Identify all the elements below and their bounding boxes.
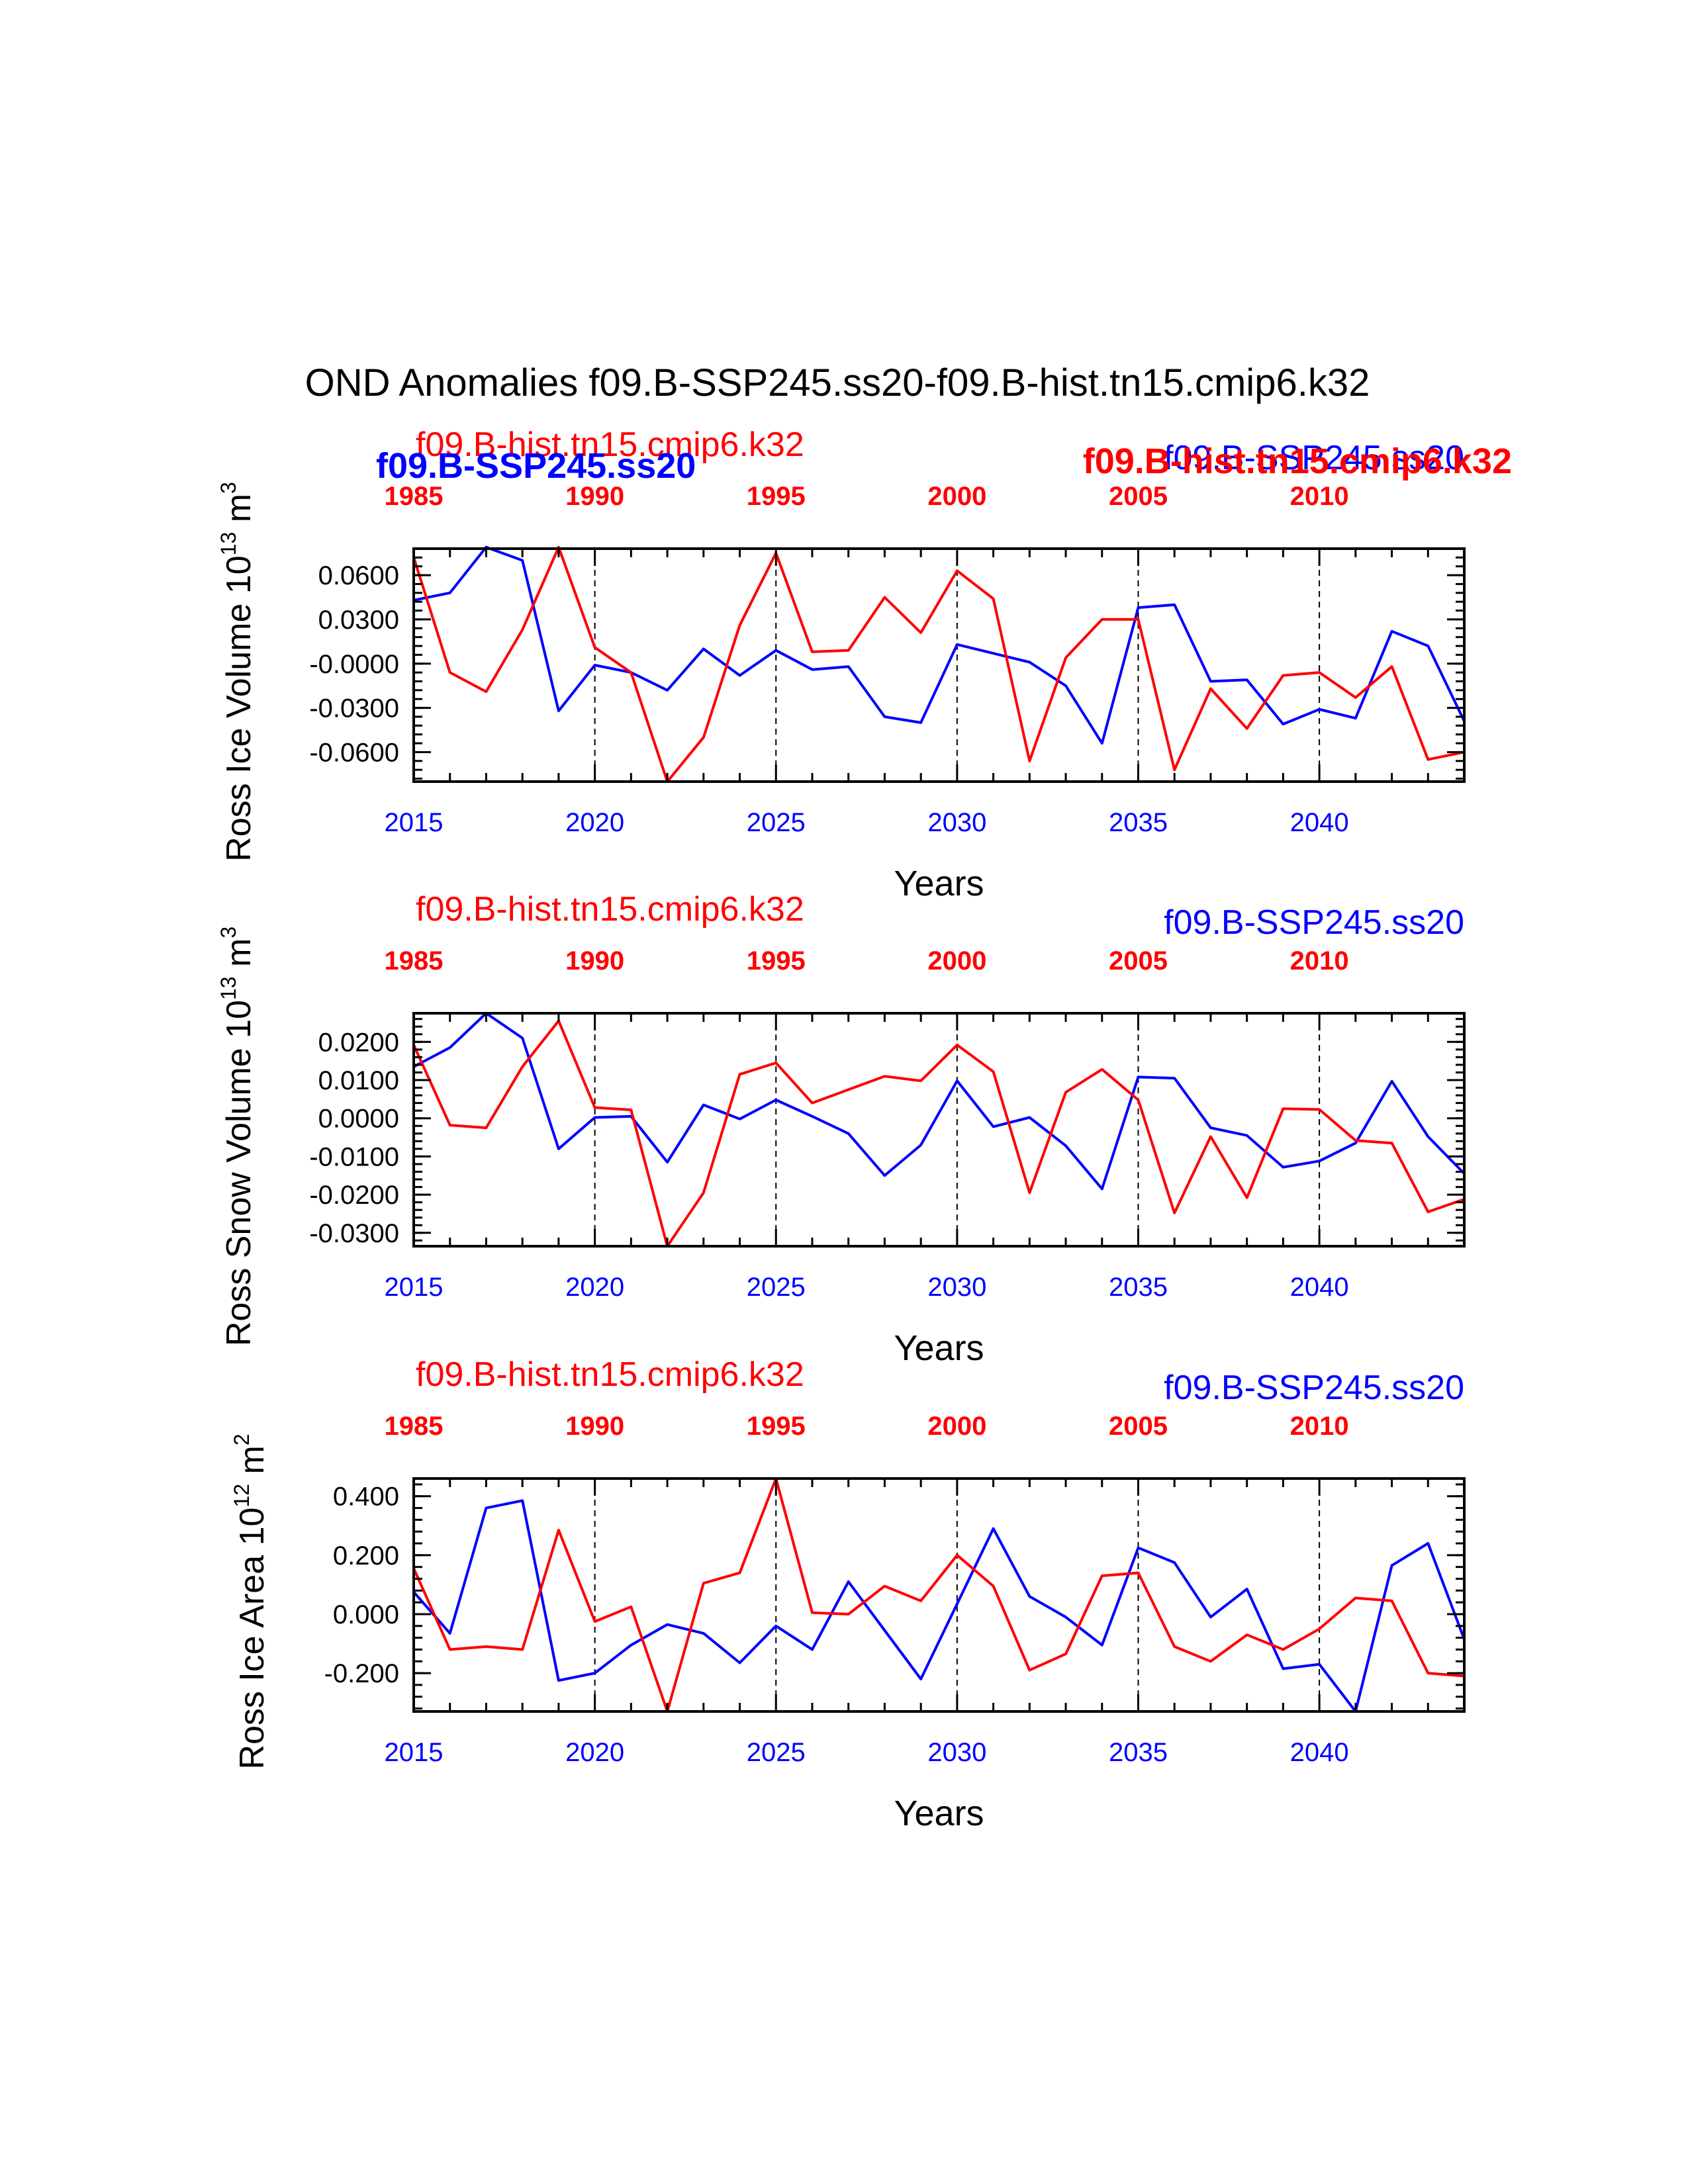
y-tick-label: -0.0300 bbox=[309, 1219, 399, 1248]
y-tick-label: 0.0200 bbox=[318, 1028, 399, 1057]
x-tick-label: 2015 bbox=[385, 1738, 444, 1767]
plot-frame bbox=[412, 547, 1466, 783]
y-tick-label: 0.000 bbox=[333, 1600, 399, 1629]
y-tick-label: 0.0600 bbox=[318, 561, 399, 590]
y-axis-label-exp: 13 bbox=[216, 532, 240, 556]
top-tick-label: 2010 bbox=[1290, 482, 1349, 511]
top-tick-label: 1990 bbox=[565, 946, 624, 976]
figure-title: OND Anomalies f09.B-SSP245.ss20-f09.B-hi… bbox=[305, 361, 1370, 404]
y-tick-label: -0.0000 bbox=[309, 650, 399, 679]
x-tick-label: 2040 bbox=[1290, 808, 1349, 837]
x-tick-label: 2025 bbox=[747, 1273, 806, 1302]
y-tick-label: -0.0200 bbox=[309, 1181, 399, 1210]
ssp-series-label: f09.B-SSP245.ss20 bbox=[1164, 1369, 1464, 1407]
y-tick-label: -0.0100 bbox=[309, 1142, 399, 1171]
top-tick-label: 2005 bbox=[1109, 482, 1168, 511]
top-tick-label: 1995 bbox=[747, 482, 806, 511]
y-axis-label-exp: 13 bbox=[216, 976, 240, 1000]
x-tick-label: 2020 bbox=[565, 808, 624, 837]
panels-group: 2015 2020 2025 2030 2035 2040 1985 1990 1995 2000… bbox=[216, 426, 1512, 1833]
ssp-series-label: f09.B-SSP245.ss20 bbox=[1164, 903, 1464, 942]
x-tick-label: 2015 bbox=[385, 808, 444, 837]
ssp-bold-label: f09.B-SSP245.ss20 bbox=[376, 446, 696, 486]
top-tick-label: 2010 bbox=[1290, 946, 1349, 976]
y-axis-label: Ross Snow Volume 1013 m3 bbox=[216, 927, 258, 1346]
x-axis-label: Years bbox=[894, 1794, 984, 1833]
top-tick-label: 2005 bbox=[1109, 946, 1168, 976]
top-tick-label: 2010 bbox=[1290, 1412, 1349, 1441]
top-tick-label: 1995 bbox=[747, 1412, 806, 1441]
x-tick-label: 2035 bbox=[1109, 1738, 1168, 1767]
hist-series-label: f09.B-hist.tn15.cmip6.k32 bbox=[416, 1355, 804, 1394]
hist-bold-label: f09.B-hist.tn15.cmip6.k32 bbox=[1083, 441, 1512, 481]
x-tick-label: 2040 bbox=[1290, 1738, 1349, 1767]
x-tick-label: 2040 bbox=[1290, 1273, 1349, 1302]
y-tick-label: -0.0600 bbox=[309, 738, 399, 767]
y-tick-label: 0.0100 bbox=[318, 1066, 399, 1095]
x-tick-label: 2020 bbox=[565, 1273, 624, 1302]
y-tick-label: 0.400 bbox=[333, 1482, 399, 1512]
series-line-ssp bbox=[412, 1499, 1466, 1713]
x-axis-label: Years bbox=[894, 1328, 984, 1368]
x-axis-label: Years bbox=[894, 864, 984, 903]
y-axis-label-unit: m bbox=[233, 1445, 271, 1484]
y-axis-label-main: Ross Ice Area 10 bbox=[233, 1508, 271, 1770]
y-axis-label: Ross Ice Volume 1013 m3 bbox=[216, 482, 258, 862]
hist-series-label: f09.B-hist.tn15.cmip6.k32 bbox=[416, 890, 804, 929]
x-tick-label: 2030 bbox=[927, 1273, 986, 1302]
top-tick-label: 1995 bbox=[747, 946, 806, 976]
series-line-hist bbox=[412, 1019, 1465, 1248]
y-axis-label-main: Ross Ice Volume 10 bbox=[220, 555, 258, 861]
x-tick-label: 2035 bbox=[1109, 808, 1168, 837]
series-line-hist bbox=[412, 545, 1465, 783]
y-tick-label: 0.0300 bbox=[318, 606, 399, 635]
x-tick-label: 2030 bbox=[927, 808, 986, 837]
plot-frame bbox=[412, 1012, 1466, 1248]
y-axis-label-unit: m bbox=[220, 494, 258, 532]
top-tick-label: 2005 bbox=[1109, 1412, 1168, 1441]
x-tick-label: 2015 bbox=[385, 1273, 444, 1302]
panel-2: 2015 2020 2025 2030 2035 2040 1985 1990 1995 2000… bbox=[216, 890, 1466, 1368]
panel-1: 2015 2020 2025 2030 2035 2040 1985 1990 1995 2000… bbox=[216, 426, 1466, 903]
series-line-ssp bbox=[413, 1012, 1466, 1191]
x-tick-label: 2030 bbox=[927, 1738, 986, 1767]
top-tick-label: 2000 bbox=[927, 1412, 986, 1441]
y-tick-label: 0.0000 bbox=[318, 1105, 399, 1134]
y-tick-label: 0.200 bbox=[333, 1541, 399, 1570]
top-tick-label: 1990 bbox=[565, 482, 624, 511]
top-tick-label: 1985 bbox=[385, 946, 444, 976]
top-tick-label: 1985 bbox=[385, 1412, 444, 1441]
hist-series-label: f09.B-hist.tn15.cmip6.k32 bbox=[416, 426, 804, 464]
x-tick-label: 2025 bbox=[747, 1738, 806, 1767]
panel-3: 2015 2020 2025 2030 2035 2040 1985 1990 1995 2000… bbox=[230, 1355, 1466, 1833]
x-tick-label: 2020 bbox=[565, 1738, 624, 1767]
y-tick-label: -0.0300 bbox=[309, 694, 399, 723]
top-tick-label: 1990 bbox=[565, 1412, 624, 1441]
y-axis-label-unit-exp: 3 bbox=[216, 927, 240, 938]
y-axis-label-exp: 12 bbox=[230, 1484, 254, 1508]
y-axis-label-unit-exp: 2 bbox=[230, 1433, 254, 1445]
x-tick-label: 2025 bbox=[747, 808, 806, 837]
series-line-ssp bbox=[413, 545, 1466, 745]
y-axis-label-unit: m bbox=[220, 938, 258, 977]
top-tick-label: 2000 bbox=[927, 482, 986, 511]
y-axis-label: Ross Ice Area 1012 m2 bbox=[230, 1433, 271, 1769]
series-line-hist bbox=[412, 1477, 1465, 1713]
y-axis-label-unit-exp: 3 bbox=[216, 482, 240, 494]
top-tick-label: 2000 bbox=[927, 946, 986, 976]
y-axis-label-main: Ross Snow Volume 10 bbox=[220, 1000, 258, 1346]
x-tick-label: 2035 bbox=[1109, 1273, 1168, 1302]
ssp-series-label: f09.B-SSP245.ss20 bbox=[1164, 439, 1464, 477]
y-tick-label: -0.200 bbox=[324, 1659, 399, 1688]
plot-frame bbox=[412, 1477, 1466, 1713]
top-tick-label: 1985 bbox=[385, 482, 444, 511]
